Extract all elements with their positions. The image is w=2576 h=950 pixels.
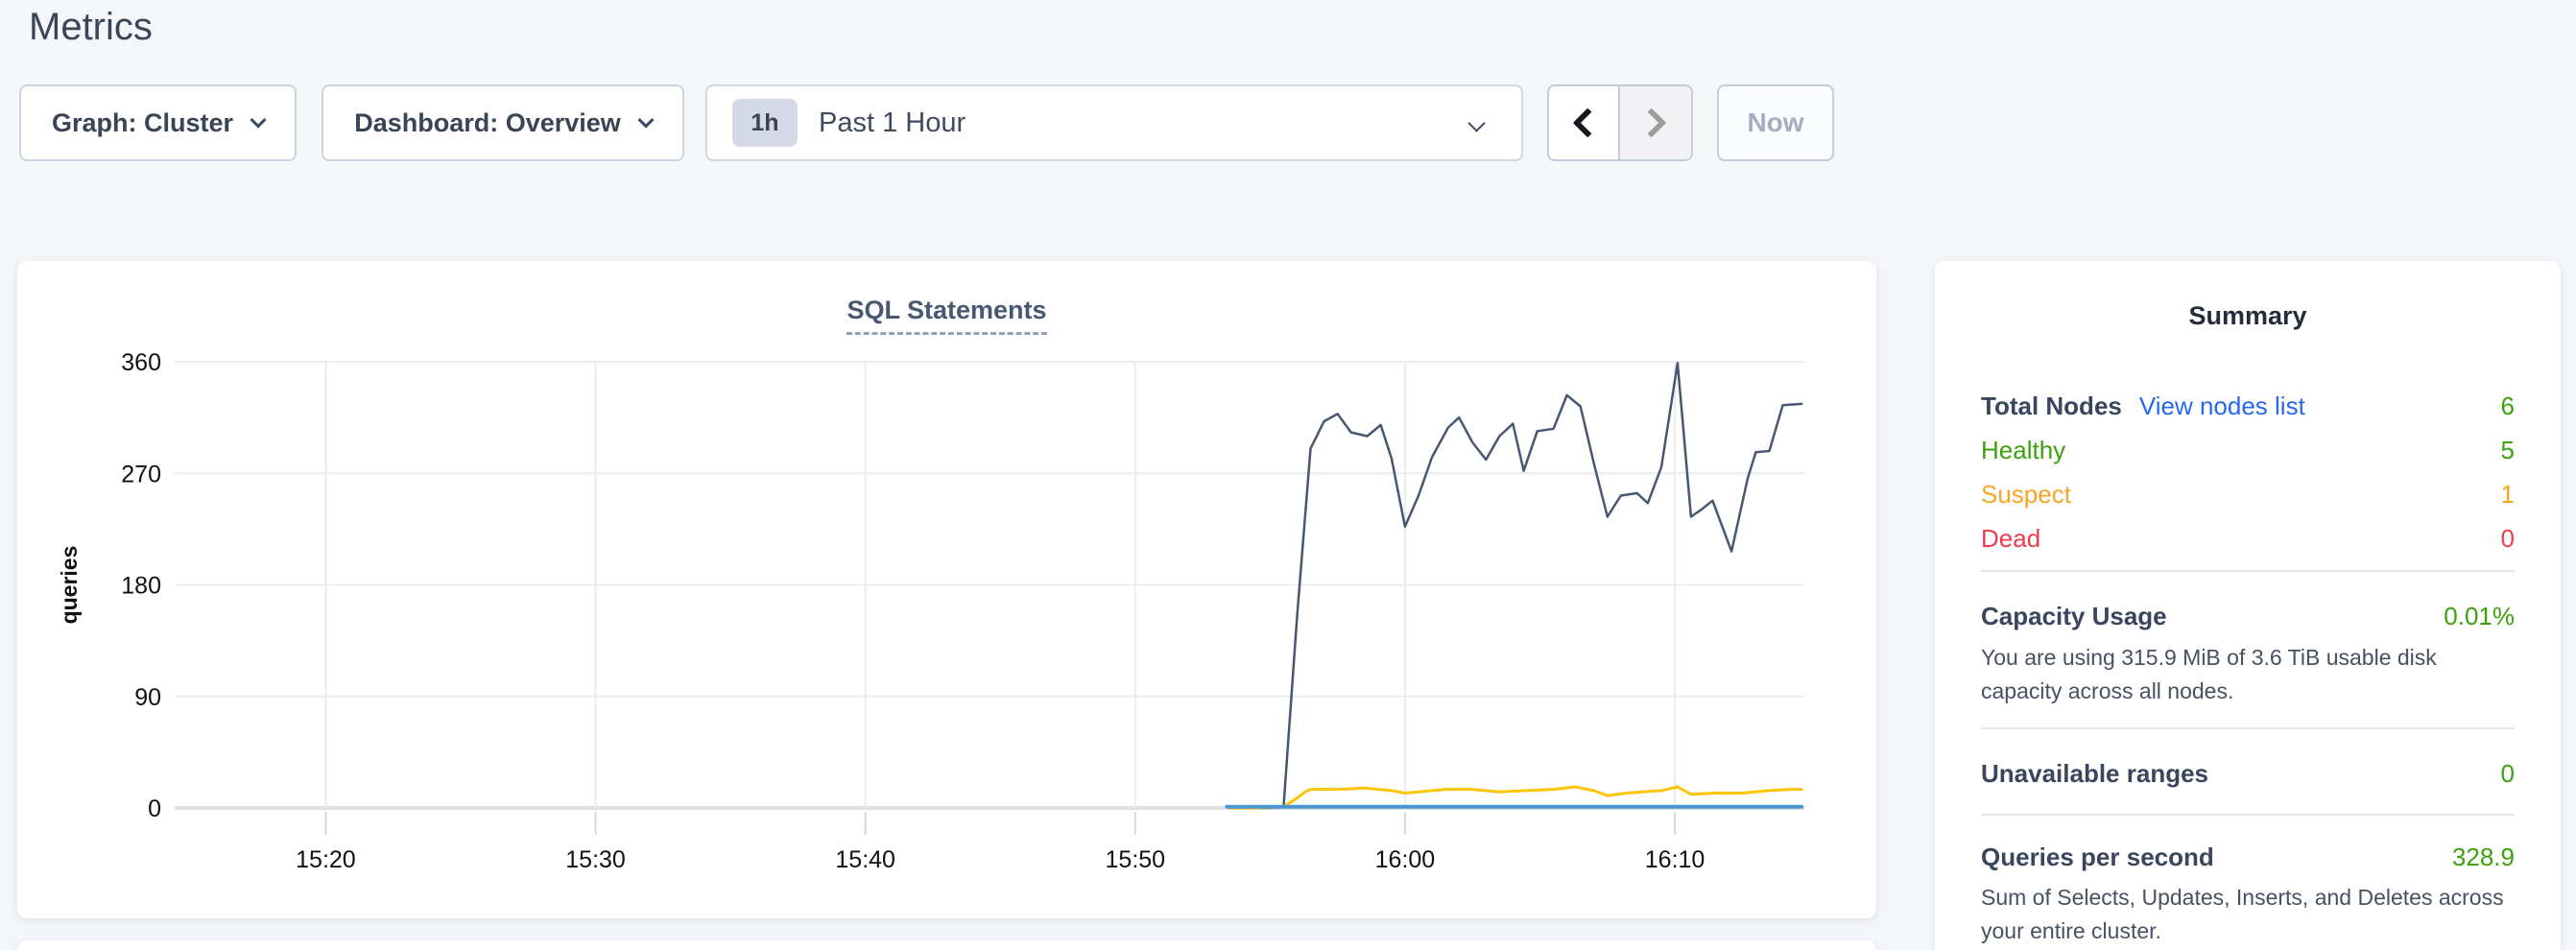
now-button[interactable]: Now [1717, 84, 1834, 161]
unavailable-ranges-row: Unavailable ranges 0 [1981, 756, 2515, 791]
svg-text:15:20: 15:20 [296, 846, 356, 873]
sql-statements-chart-card: SQL Statements 0 90 180 270 360 15:20 15:30 15:… [17, 261, 1876, 918]
svg-text:360: 360 [121, 349, 161, 376]
queries-per-second-caption: Sum of Selects, Updates, Inserts, and De… [1981, 885, 2504, 943]
summary-title: Summary [2188, 301, 2307, 330]
queries-per-second-value: 328.9 [2451, 842, 2515, 871]
chevron-right-icon [1636, 107, 1667, 138]
total-nodes-value: 6 [2500, 391, 2515, 420]
capacity-usage-row: Capacity Usage 0.01% [1981, 599, 2515, 633]
chart-title-wrap: SQL Statements [17, 296, 1876, 335]
svg-text:15:50: 15:50 [1106, 846, 1166, 873]
suspect-nodes-row: Suspect 1 [1981, 472, 2515, 516]
svg-text:16:00: 16:00 [1375, 846, 1436, 873]
dashboard-dropdown-label: Dashboard: Overview [354, 107, 621, 137]
view-nodes-list-link[interactable]: View nodes list [2138, 391, 2305, 420]
svg-text:16:10: 16:10 [1645, 846, 1705, 873]
svg-text:15:40: 15:40 [835, 846, 895, 873]
chevron-down-icon [250, 111, 267, 129]
capacity-usage-value: 0.01% [2444, 601, 2515, 630]
next-chart-card-partial [17, 940, 1876, 950]
dead-nodes-row: Dead 0 [1981, 516, 2515, 560]
divider [1981, 570, 2515, 572]
svg-text:90: 90 [134, 684, 161, 711]
svg-text:270: 270 [121, 461, 161, 487]
svg-text:0: 0 [148, 796, 161, 822]
divider [1981, 814, 2515, 816]
graph-dropdown-label: Graph: Cluster [51, 107, 234, 137]
chevron-down-icon [637, 111, 655, 129]
summary-panel: Summary Total Nodes View nodes list 6 He… [1935, 261, 2561, 950]
chart-title[interactable]: SQL Statements [847, 296, 1047, 335]
queries-per-second-label: Queries per second [1981, 842, 2214, 871]
sql-statements-line-chart[interactable]: 0 90 180 270 360 15:20 15:30 15:40 15:50 16:00 16:… [17, 261, 1876, 918]
suspect-value: 1 [2500, 479, 2515, 509]
dead-label: Dead [1981, 523, 2041, 553]
total-nodes-label: Total Nodes [1981, 391, 2122, 420]
time-step-buttons [1547, 84, 1693, 161]
chevron-down-icon [1467, 114, 1486, 132]
divider [1981, 727, 2515, 729]
svg-text:15:30: 15:30 [565, 846, 626, 873]
svg-text:180: 180 [121, 573, 161, 600]
healthy-nodes-row: Healthy 5 [1981, 428, 2515, 472]
time-range-dropdown[interactable]: 1h Past 1 Hour [705, 84, 1523, 161]
queries-per-second-row: Queries per second 328.9 [1981, 840, 2515, 874]
unavailable-ranges-label: Unavailable ranges [1981, 758, 2208, 788]
now-button-label: Now [1747, 107, 1804, 137]
graph-dropdown[interactable]: Graph: Cluster [19, 84, 297, 161]
unavailable-ranges-value: 0 [2500, 758, 2515, 788]
healthy-value: 5 [2500, 435, 2515, 464]
capacity-usage-caption: You are using 315.9 MiB of 3.6 TiB usabl… [1981, 645, 2437, 703]
time-range-label: Past 1 Hour [819, 107, 966, 138]
page-title: Metrics [29, 6, 153, 48]
previous-timespan-button[interactable] [1549, 86, 1620, 159]
total-nodes-row: Total Nodes View nodes list 6 [1981, 384, 2515, 428]
suspect-label: Suspect [1981, 479, 2071, 509]
svg-text:queries: queries [57, 546, 82, 625]
node-status-list: Total Nodes View nodes list 6 Healthy 5 … [1981, 384, 2515, 560]
dashboard-dropdown[interactable]: Dashboard: Overview [322, 84, 684, 161]
dead-value: 0 [2500, 523, 2515, 553]
healthy-label: Healthy [1981, 435, 2066, 464]
time-range-badge: 1h [732, 99, 798, 147]
chevron-left-icon [1572, 107, 1603, 138]
capacity-usage-label: Capacity Usage [1981, 601, 2167, 630]
next-timespan-button[interactable] [1620, 86, 1691, 159]
